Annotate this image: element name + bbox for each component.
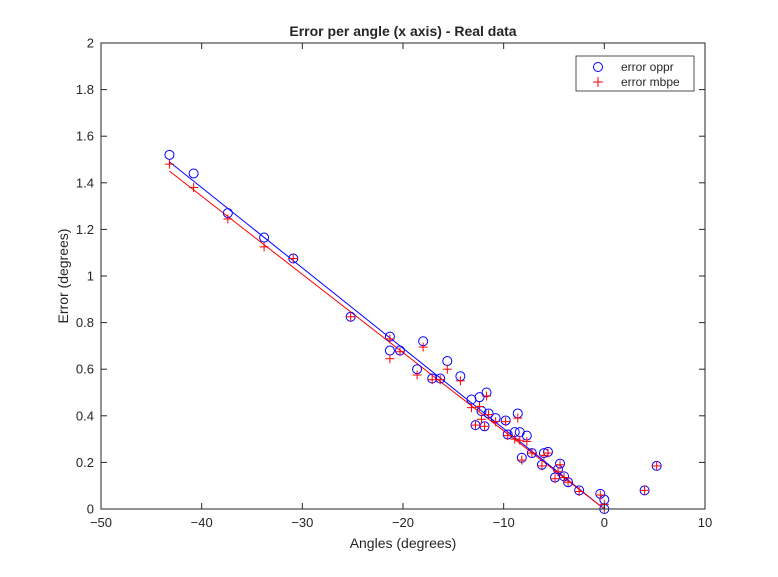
data-point-plus (395, 347, 405, 357)
data-point-plus (550, 474, 560, 484)
y-axis-label: Error (degrees) (55, 229, 71, 324)
data-point-plus (427, 375, 437, 385)
data-point-plus (510, 434, 520, 444)
x-tick-label: −30 (291, 515, 313, 530)
legend-entry-oppr: error oppr (621, 60, 674, 74)
x-tick-label: −10 (493, 515, 515, 530)
x-axis-ticks: −50 −40 −30 −20 −10 0 10 (90, 43, 712, 530)
data-point-plus (223, 214, 233, 224)
y-axis-ticks: 0 0.2 0.4 0.6 0.8 1 1.2 1.4 1.6 1.8 2 (76, 36, 705, 517)
data-point-plus (640, 485, 650, 495)
y-tick-label: 1 (87, 269, 94, 284)
y-tick-label: 0.6 (76, 362, 94, 377)
data-point-plus (652, 461, 662, 471)
data-point-plus (539, 450, 549, 460)
data-point-plus (501, 417, 511, 427)
data-point-plus (470, 420, 480, 430)
data-point-plus (543, 448, 553, 458)
x-tick-label: 10 (698, 515, 712, 530)
data-point-plus (515, 435, 525, 445)
data-point-circle (164, 149, 175, 160)
data-point-plus (484, 410, 494, 420)
data-point-plus (537, 461, 547, 471)
data-point-plus (346, 312, 356, 322)
data-point-plus (435, 375, 445, 385)
data-point-plus (259, 242, 269, 252)
data-point-plus (522, 436, 532, 446)
legend: error oppr error mbpe (575, 55, 695, 92)
x-tick-label: −40 (191, 515, 213, 530)
data-point-plus (595, 490, 605, 500)
data-point-plus (164, 159, 174, 169)
x-tick-label: 0 (601, 515, 608, 530)
data-point-plus (517, 455, 527, 465)
data-point-plus (466, 403, 476, 413)
data-point-plus (503, 431, 513, 441)
x-tick-label: −50 (90, 515, 112, 530)
data-point-plus (442, 364, 452, 374)
legend-box (575, 55, 695, 92)
data-point-plus (491, 417, 501, 427)
data-point-plus (482, 391, 492, 401)
data-point-plus (559, 473, 569, 483)
legend-entry-mbpe: error mbpe (621, 75, 680, 89)
data-point-plus (563, 477, 573, 487)
data-point-plus (475, 401, 485, 411)
legend-circle-marker (593, 62, 603, 72)
chart-title: Error per angle (x axis) - Real data (289, 23, 516, 39)
y-tick-label: 1.2 (76, 222, 94, 237)
data-point-plus (189, 182, 199, 192)
data-point-circle (188, 168, 199, 179)
y-tick-label: 1.4 (76, 175, 94, 190)
data-point-plus (418, 342, 428, 352)
data-point-plus (385, 334, 395, 344)
data-point-plus (553, 467, 563, 477)
data-point-plus (513, 413, 523, 423)
y-tick-label: 0.4 (76, 408, 94, 423)
x-tick-label: −20 (392, 515, 414, 530)
data-point-plus (288, 254, 298, 264)
data-point-plus (555, 460, 565, 470)
data-point-circle (259, 232, 270, 243)
y-tick-label: 0.2 (76, 455, 94, 470)
data-point-plus (574, 487, 584, 497)
y-tick-label: 0.8 (76, 315, 94, 330)
data-point-circle (474, 392, 485, 403)
legend-plus-marker (593, 77, 603, 87)
y-tick-label: 1.6 (76, 129, 94, 144)
data-point-plus (412, 370, 422, 380)
data-point-plus (480, 421, 490, 431)
y-tick-label: 0 (87, 502, 94, 517)
data-point-plus (385, 354, 395, 364)
y-tick-label: 2 (87, 36, 94, 51)
x-axis-label: Angles (degrees) (350, 535, 457, 551)
plot-area (101, 43, 705, 509)
data-point-plus (455, 376, 465, 386)
y-tick-label: 1.8 (76, 82, 94, 97)
data-point-plus (477, 414, 487, 424)
data-point-plus (527, 448, 537, 458)
